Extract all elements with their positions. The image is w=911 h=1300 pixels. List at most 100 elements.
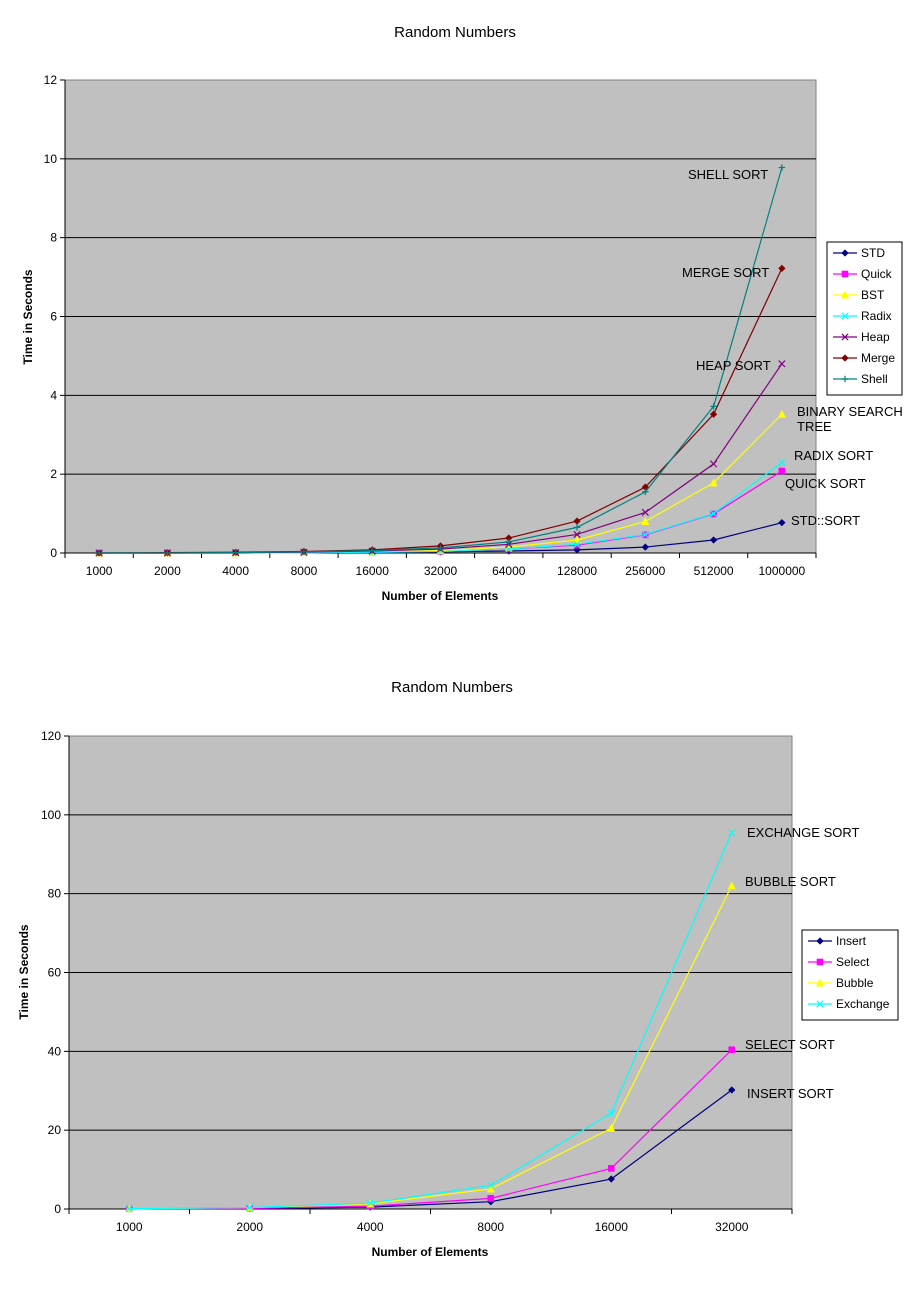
annotation-binary-search: BINARY SEARCH <box>797 404 903 419</box>
legend-marker <box>841 354 849 362</box>
x-tick-label: 4000 <box>357 1220 384 1234</box>
data-point-insert <box>728 1086 736 1094</box>
data-point-exchange <box>246 1203 254 1212</box>
x-tick-label: 8000 <box>477 1220 504 1234</box>
x-tick-label: 512000 <box>694 564 734 578</box>
x-tick-label: 1000000 <box>759 564 806 578</box>
data-point-exchange <box>366 1199 374 1207</box>
legend-item-merge: Merge <box>833 351 895 365</box>
chart-title: Random Numbers <box>394 24 516 41</box>
data-point-radix <box>573 540 581 548</box>
legend-marker <box>840 290 850 299</box>
y-tick-label: 6 <box>50 310 57 324</box>
chart-slow-sorts: Random Numbers Time in Seconds Number of… <box>17 679 899 1259</box>
data-point-heap <box>709 460 718 468</box>
data-point-bst <box>777 409 786 418</box>
data-point-exchange <box>487 1181 495 1189</box>
x-tick-label: 1000 <box>116 1220 143 1234</box>
legend-item-insert: Insert <box>808 934 867 948</box>
annotation-heap-sort: HEAP SORT <box>696 358 771 373</box>
y-tick-label: 4 <box>50 388 57 402</box>
data-point-bubble <box>607 1123 616 1132</box>
x-tick-label: 32000 <box>424 564 458 578</box>
x-tick-label: 2000 <box>154 564 181 578</box>
legend-item-exchange: Exchange <box>808 997 890 1011</box>
plot-area: 0 20 40 60 80 100 120 1000 2000 4000 8000 16000 3200… <box>41 729 793 1234</box>
y-tick-label: 2 <box>50 467 57 481</box>
legend-label: Merge <box>861 351 895 365</box>
y-tick-label: 40 <box>48 1044 62 1058</box>
legend-label: Select <box>836 955 870 969</box>
y-tick-label: 120 <box>41 729 61 743</box>
legend-label: Insert <box>836 934 867 948</box>
chart-fast-sorts: Random Numbers Time in Seconds Number of… <box>21 24 903 603</box>
legend-marker <box>815 978 825 987</box>
legend-label: BST <box>861 288 885 302</box>
data-point-merge <box>709 410 718 418</box>
legend-label: STD <box>861 246 885 260</box>
legend-item-shell: Shell <box>833 372 888 386</box>
y-tick-label: 10 <box>44 152 58 166</box>
annotation-insert-sort: INSERT SORT <box>747 1086 834 1101</box>
x-tick-label: 16000 <box>595 1220 629 1234</box>
legend-marker <box>841 333 849 341</box>
data-point-exchange <box>728 828 736 837</box>
data-point-radix <box>778 458 786 466</box>
legend-marker <box>841 375 849 383</box>
annotation-tree: TREE <box>797 419 832 434</box>
y-tick-label: 100 <box>41 808 61 822</box>
x-tick-label: 1000 <box>86 564 113 578</box>
plot-area: 0 2 4 6 8 10 12 1000 2000 4000 8000 16000 32000 64000… <box>44 73 817 578</box>
legend-label: Quick <box>861 267 893 281</box>
legend-marker <box>816 1000 824 1008</box>
annotation-std-sort: STD::SORT <box>791 513 860 528</box>
x-tick-label: 8000 <box>291 564 318 578</box>
annotation-radix-sort: RADIX SORT <box>794 448 873 463</box>
x-axis-label: Number of Elements <box>372 1245 489 1259</box>
chart-title: Random Numbers <box>391 679 513 696</box>
data-point-exchange <box>125 1205 133 1213</box>
data-point-shell <box>369 547 376 554</box>
annotation-exchange-sort: EXCHANGE SORT <box>747 825 860 840</box>
data-point-shell <box>232 549 239 556</box>
legend-item-heap: Heap <box>833 330 890 344</box>
data-point-exchange <box>607 1109 615 1117</box>
legend-label: Bubble <box>836 976 874 990</box>
y-tick-label: 12 <box>44 73 58 87</box>
legend-item-radix: Radix <box>833 309 892 323</box>
legend-item-bst: BST <box>833 288 885 302</box>
legend-marker <box>841 270 849 278</box>
y-axis-label: Time in Seconds <box>21 269 35 364</box>
data-point-shell <box>164 549 171 557</box>
data-point-heap <box>641 508 649 517</box>
y-axis-label: Time in Seconds <box>17 924 31 1019</box>
data-point-std <box>709 536 718 544</box>
y-tick-label: 8 <box>50 231 57 245</box>
data-point-shell <box>300 548 308 556</box>
legend-item-bubble: Bubble <box>808 976 874 990</box>
data-point-merge <box>778 264 786 273</box>
legend-marker <box>841 249 849 257</box>
x-tick-label: 256000 <box>625 564 665 578</box>
legend-label: Exchange <box>836 997 890 1011</box>
legend-label: Radix <box>861 309 892 323</box>
data-point-shell <box>573 524 581 531</box>
data-point-radix <box>641 530 649 539</box>
y-tick-label: 20 <box>48 1123 62 1137</box>
data-point-bst <box>572 535 582 544</box>
annotation-select-sort: SELECT SORT <box>745 1037 835 1052</box>
data-point-select <box>728 1046 736 1054</box>
x-tick-label: 128000 <box>557 564 597 578</box>
data-point-shell <box>505 538 512 546</box>
annotation-shell-sort: SHELL SORT <box>688 167 768 182</box>
data-point-shell <box>642 488 649 496</box>
data-point-select <box>607 1165 615 1172</box>
data-point-heap <box>778 360 786 368</box>
legend-item-select: Select <box>808 955 870 969</box>
data-point-radix <box>709 509 718 518</box>
legend-label: Shell <box>861 372 888 386</box>
data-point-std <box>778 519 786 527</box>
annotation-merge-sort: MERGE SORT <box>682 265 769 280</box>
series-shell <box>95 164 786 557</box>
